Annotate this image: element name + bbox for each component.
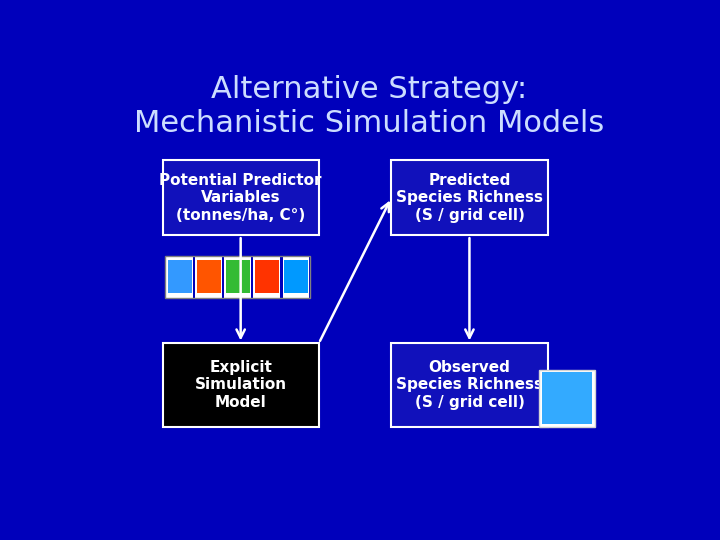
Text: Observed
Species Richness
(S / grid cell): Observed Species Richness (S / grid cell…: [396, 360, 543, 410]
Bar: [392, 343, 547, 427]
Text: Predicted
Species Richness
(S / grid cell): Predicted Species Richness (S / grid cel…: [396, 173, 543, 223]
Bar: [197, 260, 221, 294]
Bar: [225, 256, 251, 298]
Bar: [282, 256, 310, 298]
Bar: [392, 160, 547, 235]
Bar: [539, 370, 595, 427]
Text: Potential Predictor
Variables
(tonnes/ha, C°): Potential Predictor Variables (tonnes/ha…: [159, 173, 322, 223]
Bar: [163, 343, 319, 427]
Text: Alternative Strategy:
Mechanistic Simulation Models: Alternative Strategy: Mechanistic Simula…: [134, 75, 604, 138]
Bar: [166, 256, 193, 298]
Bar: [163, 160, 319, 235]
Bar: [195, 256, 222, 298]
Bar: [255, 260, 279, 294]
Bar: [253, 256, 280, 298]
Text: Explicit
Simulation
Model: Explicit Simulation Model: [194, 360, 287, 410]
Bar: [168, 260, 192, 294]
Bar: [166, 256, 310, 298]
Bar: [284, 260, 308, 294]
Bar: [225, 260, 250, 294]
Bar: [542, 373, 593, 424]
